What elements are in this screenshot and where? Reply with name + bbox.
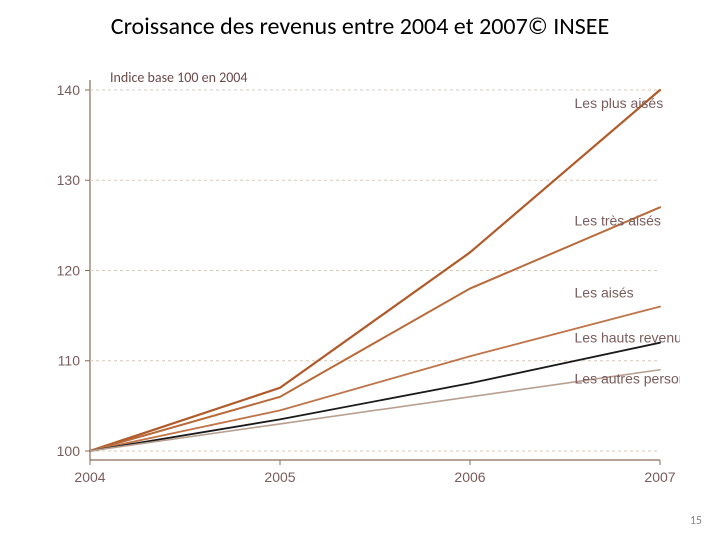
page-number: 15 <box>690 514 702 528</box>
slide-title: Croissance des revenus entre 2004 et 200… <box>0 12 720 41</box>
y-tick-label: 110 <box>58 353 81 369</box>
x-tick-label: 2006 <box>454 469 485 485</box>
series-label: Les hauts revenus <box>575 330 681 346</box>
series-label: Les très aisés <box>575 212 661 228</box>
series-label: Les plus aisés <box>575 95 664 111</box>
x-tick-label: 2007 <box>644 469 675 485</box>
y-tick-label: 100 <box>57 443 81 459</box>
x-tick-label: 2004 <box>74 469 105 485</box>
slide: Croissance des revenus entre 2004 et 200… <box>0 0 720 540</box>
chart-container: 100 110 120 130 140 2004 2005 2006 2007 Indice ba… <box>40 60 680 500</box>
series-label: Les autres personnes <box>575 370 681 386</box>
series-label: Les aisés <box>575 285 634 301</box>
y-tick-label: 140 <box>57 82 81 98</box>
x-tick-label: 2005 <box>264 469 295 485</box>
line-chart: 100 110 120 130 140 2004 2005 2006 2007 Indice ba… <box>40 60 680 500</box>
y-tick-label: 120 <box>57 262 81 278</box>
chart-subtitle: Indice base 100 en 2004 <box>110 69 248 86</box>
series-line <box>90 343 660 451</box>
y-tick-label: 130 <box>57 172 81 188</box>
